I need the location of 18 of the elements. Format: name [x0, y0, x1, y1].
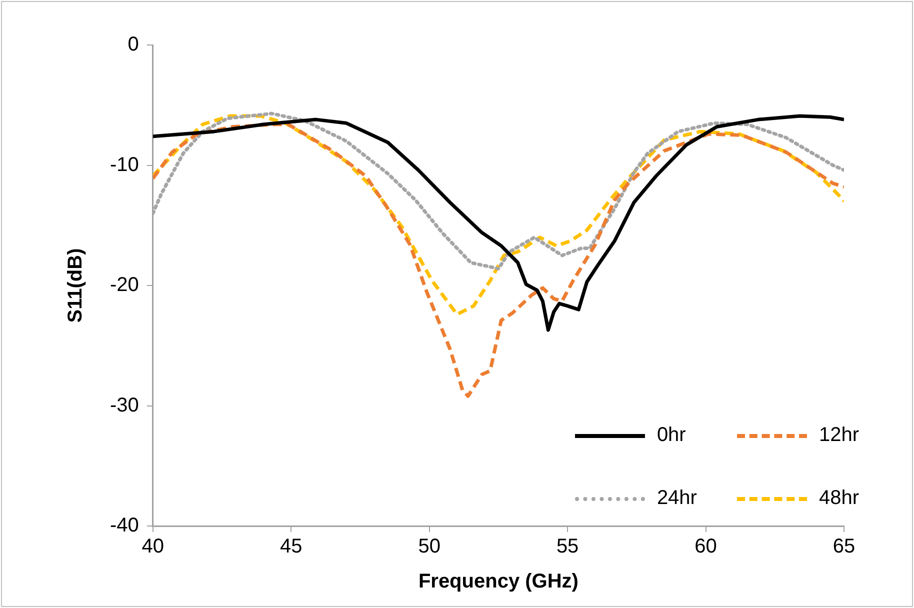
- y-tick-label: -20: [110, 274, 139, 296]
- line-series: [152, 122, 844, 398]
- x-tick-label: 65: [832, 536, 856, 558]
- x-tick-label: 50: [418, 536, 440, 558]
- x-tick-label: 40: [142, 536, 164, 558]
- x-tick-label: 45: [280, 536, 302, 558]
- legend-label: 12hr: [818, 424, 859, 447]
- x-tick-label: 60: [694, 536, 717, 558]
- x-tick-label: 55: [556, 536, 579, 558]
- y-tick-label: -30: [110, 394, 139, 416]
- legend-label: 48hr: [818, 487, 859, 510]
- legend-label: 0hr: [656, 424, 686, 447]
- y-tick-label: -10: [110, 154, 139, 176]
- y-tick-label: 0: [128, 34, 139, 56]
- legend-label: 24hr: [656, 487, 697, 510]
- y-axis-title: S11(dB): [64, 248, 87, 323]
- x-axis-title: Frequency (GHz): [418, 570, 578, 593]
- y-tick-label: -40: [110, 514, 139, 537]
